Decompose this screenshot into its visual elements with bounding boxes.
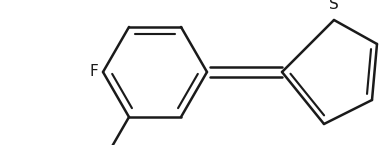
Text: F: F: [89, 65, 98, 79]
Text: S: S: [329, 0, 339, 12]
